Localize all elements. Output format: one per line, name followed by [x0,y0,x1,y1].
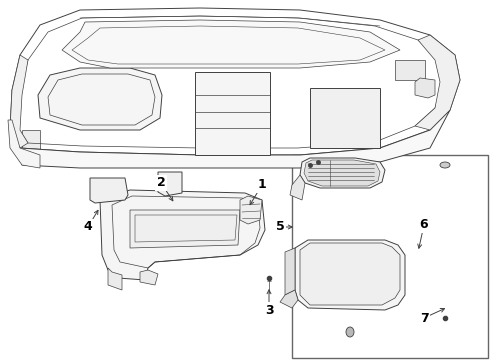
Polygon shape [100,190,265,280]
Polygon shape [300,243,400,305]
Text: 4: 4 [84,220,93,234]
Bar [315,95,375,115]
Bar [200,95,265,107]
Bar [340,275,385,293]
Text: 5: 5 [275,220,284,234]
Polygon shape [8,120,40,168]
Ellipse shape [346,327,354,337]
Text: 3: 3 [265,303,273,316]
Polygon shape [10,55,28,148]
Circle shape [180,194,196,210]
Text: 1: 1 [258,179,267,192]
Polygon shape [90,178,128,203]
Bar [292,155,488,358]
Polygon shape [38,68,162,130]
Bar [315,118,375,138]
Polygon shape [130,210,240,248]
Bar [395,60,425,80]
Bar [200,140,265,152]
Bar [93,181,121,195]
Polygon shape [140,270,158,285]
Polygon shape [240,196,262,224]
Polygon shape [304,160,380,186]
Bar [200,80,265,92]
Polygon shape [62,20,400,68]
Polygon shape [415,35,460,130]
Polygon shape [415,78,435,98]
Text: 2: 2 [157,176,166,189]
Bar [22,130,40,150]
Text: 7: 7 [419,311,428,324]
Polygon shape [280,290,298,308]
Polygon shape [108,268,122,290]
Text: 6: 6 [420,219,428,231]
Polygon shape [195,72,270,155]
Polygon shape [295,240,405,310]
Ellipse shape [440,162,450,168]
Bar [200,110,265,122]
Bar [315,140,375,148]
Polygon shape [158,172,182,196]
Polygon shape [285,248,295,295]
Polygon shape [300,158,385,188]
Polygon shape [20,110,450,168]
Polygon shape [290,175,305,200]
Polygon shape [310,88,380,148]
Bar [161,176,179,188]
Circle shape [184,198,192,206]
Bar [200,125,265,137]
